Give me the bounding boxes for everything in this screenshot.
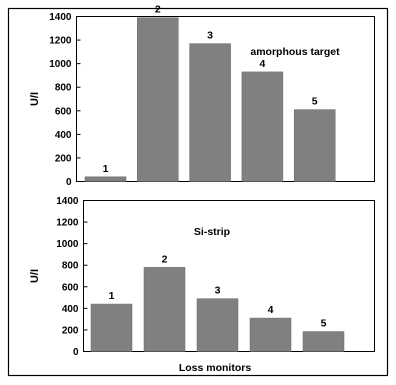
y-tick-label: 1400 bbox=[49, 12, 72, 23]
bar-label-2: 2 bbox=[162, 253, 168, 265]
chart-panel-si-strip: 0 200 400 600 800 1000 1200 1400 1 2 3 4 5 U/I Si-s… bbox=[29, 196, 375, 374]
y-tick-label: 600 bbox=[62, 282, 79, 293]
bar-label-5: 5 bbox=[312, 96, 318, 108]
y-axis-label: U/I bbox=[29, 269, 41, 283]
bar-label-1: 1 bbox=[109, 290, 115, 302]
chart-panel-amorphous-target: 0 200 400 600 800 1000 1200 1400 1 2 3 4 5 U/I amor… bbox=[29, 4, 375, 188]
y-tick-label: 0 bbox=[73, 347, 79, 358]
bars bbox=[90, 267, 345, 352]
y-axis: 0 200 400 600 800 1000 1200 1400 bbox=[49, 12, 81, 188]
bar-3 bbox=[196, 298, 239, 352]
y-tick-label: 800 bbox=[62, 261, 79, 272]
bar-4 bbox=[249, 317, 292, 352]
y-tick-label: 1000 bbox=[49, 59, 72, 70]
bar-label-3: 3 bbox=[207, 30, 213, 42]
y-tick-label: 200 bbox=[55, 153, 72, 164]
y-axis: 0 200 400 600 800 1000 1200 1400 bbox=[56, 196, 88, 358]
bar-labels: 1 2 3 4 5 bbox=[103, 4, 318, 175]
bar-5 bbox=[302, 331, 345, 352]
bar-2 bbox=[143, 267, 186, 352]
y-tick-label: 1000 bbox=[56, 239, 79, 250]
y-tick-label: 200 bbox=[62, 325, 79, 336]
y-tick-label: 1400 bbox=[56, 196, 79, 207]
bar-5 bbox=[293, 109, 336, 182]
bar-2 bbox=[137, 17, 179, 182]
bar-label-4: 4 bbox=[259, 58, 265, 70]
bar-label-4: 4 bbox=[268, 304, 274, 316]
bar-3 bbox=[189, 43, 231, 182]
bar-label-3: 3 bbox=[215, 285, 221, 297]
y-tick-label: 600 bbox=[55, 106, 72, 117]
x-axis-label: Loss monitors bbox=[179, 362, 252, 374]
annotation-amorphous-target: amorphous target bbox=[250, 46, 340, 58]
bar-4 bbox=[241, 71, 284, 182]
y-tick-label: 400 bbox=[55, 130, 72, 141]
bar-1 bbox=[90, 303, 133, 352]
bar-label-5: 5 bbox=[321, 318, 327, 330]
bar-1 bbox=[84, 176, 127, 182]
bar-labels: 1 2 3 4 5 bbox=[109, 253, 327, 329]
y-tick-label: 400 bbox=[62, 304, 79, 315]
y-tick-label: 0 bbox=[66, 177, 72, 188]
bar-label-1: 1 bbox=[103, 163, 109, 175]
figure-frame bbox=[7, 7, 389, 377]
annotation-si-strip: Si-strip bbox=[194, 226, 230, 238]
y-tick-label: 1200 bbox=[56, 218, 79, 229]
bar-label-2: 2 bbox=[155, 4, 161, 16]
bars bbox=[84, 17, 336, 182]
y-tick-label: 800 bbox=[55, 83, 72, 94]
y-axis-label: U/I bbox=[29, 92, 41, 106]
y-tick-label: 1200 bbox=[49, 36, 72, 47]
